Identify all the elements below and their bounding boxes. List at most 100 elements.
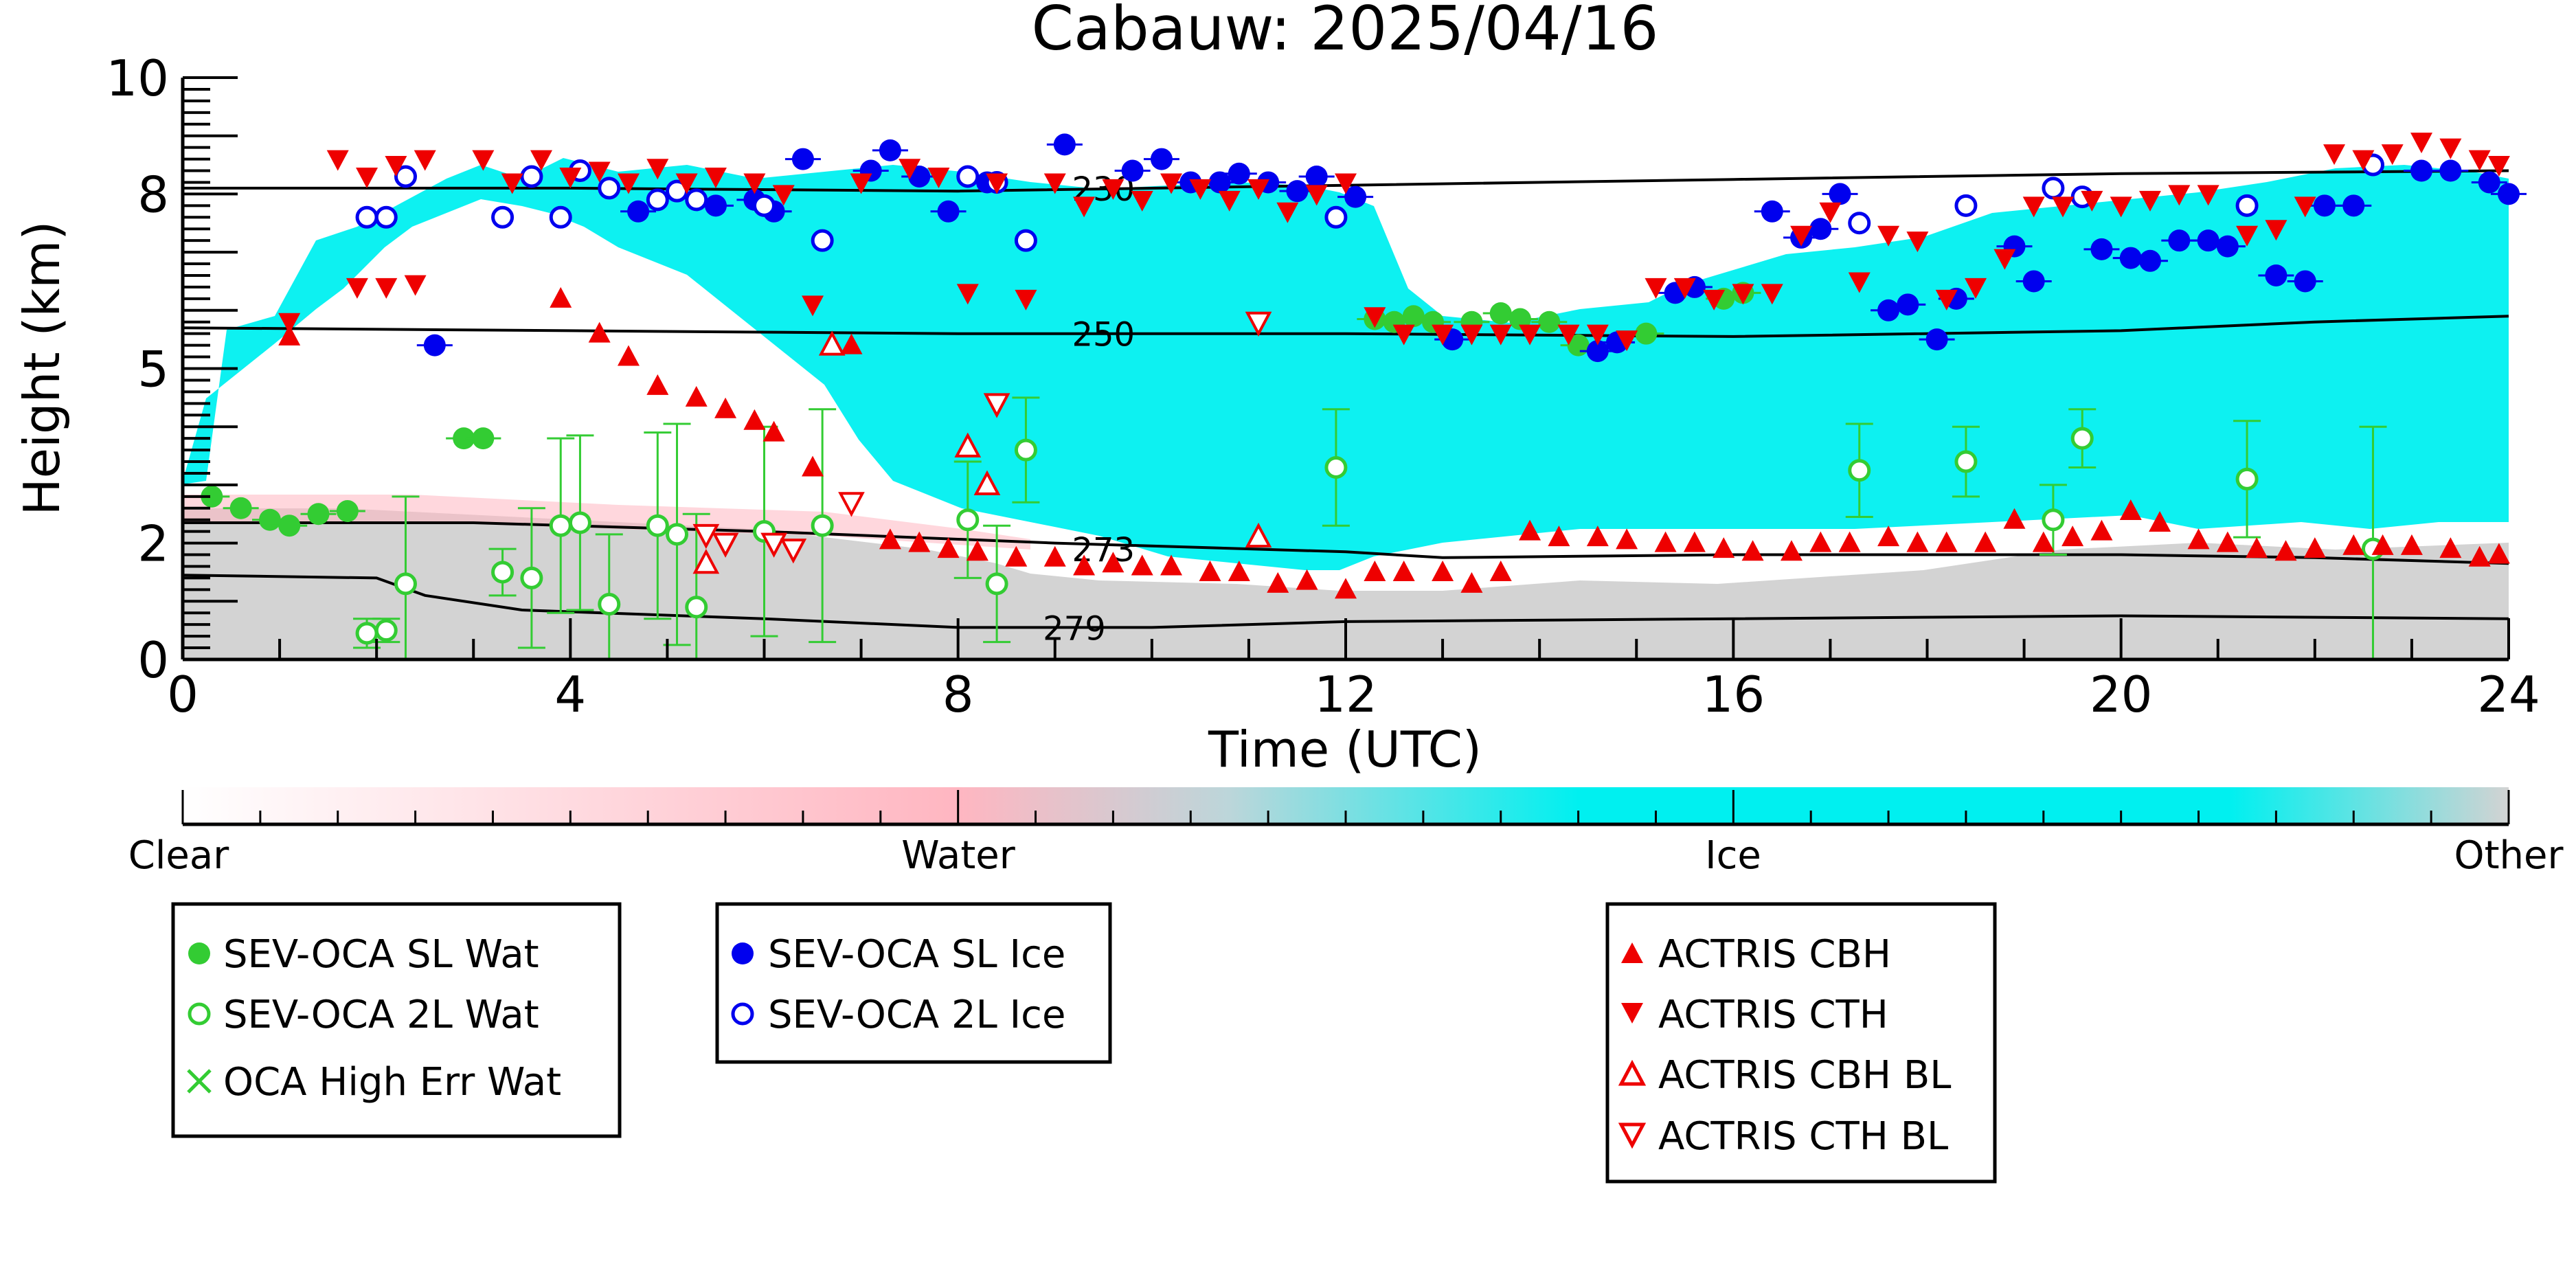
data-point <box>1043 173 1066 194</box>
data-point <box>1654 531 1677 552</box>
data-point <box>646 514 669 537</box>
x-tick-label: 8 <box>942 666 974 723</box>
data-point <box>2003 508 2026 529</box>
data-point <box>2468 150 2491 171</box>
data-point <box>2439 159 2462 182</box>
data-point <box>1713 537 1735 558</box>
legend-ice: SEV-OCA SL Ice SEV-OCA 2L Ice <box>715 902 1112 1064</box>
data-point <box>1838 531 1861 552</box>
data-point <box>1102 179 1125 200</box>
data-point <box>1247 179 1270 200</box>
data-point <box>1364 307 1386 328</box>
data-point <box>598 177 621 200</box>
water-cloud-region <box>183 495 1030 550</box>
data-point <box>2149 510 2171 532</box>
data-point <box>2138 249 2161 272</box>
data-point <box>1015 289 1037 310</box>
data-point <box>229 497 252 519</box>
data-point <box>1877 299 1900 321</box>
data-point <box>1897 293 1919 316</box>
data-point <box>675 173 698 194</box>
data-point <box>549 205 572 229</box>
data-point <box>1954 194 1978 217</box>
data-point <box>501 173 523 194</box>
x-tick-label: 16 <box>1702 666 1765 723</box>
data-point <box>2168 229 2191 252</box>
data-point <box>1974 531 1997 552</box>
data-point <box>2061 526 2084 547</box>
series-actris-cbh <box>278 286 2510 599</box>
data-point <box>598 593 621 616</box>
data-point <box>258 508 281 531</box>
data-point <box>278 313 301 334</box>
data-point <box>692 523 720 550</box>
data-point <box>908 531 931 552</box>
data-point <box>1848 272 1871 293</box>
data-point <box>2042 177 2065 200</box>
data-point <box>986 173 1008 194</box>
data-point <box>588 161 611 183</box>
data-point <box>2216 235 2239 258</box>
data-point <box>2439 537 2462 558</box>
data-point <box>278 515 301 537</box>
data-point <box>1131 554 1153 576</box>
series-sev-oca-2l-wat <box>353 396 2387 661</box>
data-point <box>1703 289 1726 310</box>
data-point <box>1043 545 1066 567</box>
data-point <box>1160 173 1183 194</box>
data-point <box>1324 205 1348 229</box>
y-axis-label: Height (km) <box>13 221 71 516</box>
data-point <box>780 539 807 564</box>
data-point <box>1014 229 1037 252</box>
data-point <box>1305 165 1328 188</box>
legend-label: OCA High Err Wat <box>223 1060 561 1105</box>
data-point <box>1344 185 1367 208</box>
data-point <box>2187 528 2210 550</box>
data-point <box>617 345 640 366</box>
y-tick-label: 10 <box>106 49 169 107</box>
data-point <box>1121 159 1144 182</box>
data-point <box>646 188 669 212</box>
data-point <box>2235 467 2259 490</box>
data-point <box>1208 171 1231 194</box>
data-point <box>899 159 921 180</box>
data-point <box>336 500 359 523</box>
x-tick-label: 24 <box>2477 666 2540 723</box>
data-point <box>1364 560 1386 581</box>
data-point <box>1324 455 1348 479</box>
y-tick-label: 0 <box>137 631 169 689</box>
legend-item-sev-oca-2l-ice: SEV-OCA 2L Ice <box>731 993 1065 1037</box>
data-point <box>2042 508 2065 532</box>
data-point <box>1509 308 1531 330</box>
data-point <box>1150 148 1173 170</box>
legend-actris: ACTRIS CBH ACTRIS CTH ACTRIS CBH BL ACTR… <box>1605 902 1997 1184</box>
data-point <box>2265 264 2287 286</box>
data-point <box>2197 229 2219 252</box>
data-point <box>956 165 980 188</box>
legend-label: ACTRIS CTH <box>1658 993 1888 1037</box>
data-point <box>2090 238 2113 260</box>
data-point <box>937 537 960 558</box>
data-point <box>355 622 379 645</box>
data-point <box>568 511 591 534</box>
data-point <box>1741 540 1764 561</box>
data-point <box>530 150 553 171</box>
data-point <box>2090 519 2113 541</box>
data-point <box>617 173 640 194</box>
data-point <box>1732 284 1754 305</box>
legend-marker <box>188 1002 211 1026</box>
ice-cloud-region <box>183 158 2509 570</box>
data-point <box>850 173 872 194</box>
data-point <box>1392 560 1415 581</box>
data-point <box>666 523 689 546</box>
data-point <box>1683 531 1706 552</box>
data-point <box>2487 543 2510 564</box>
data-point <box>2294 196 2316 218</box>
axes: 0 2 5 8 10 0 4 8 12 16 20 24 <box>106 49 2540 723</box>
data-point <box>685 596 708 619</box>
legend-label: SEV-OCA SL Wat <box>223 932 539 977</box>
data-point <box>714 397 737 418</box>
data-point <box>1392 324 1415 346</box>
data-point <box>1790 225 1813 247</box>
